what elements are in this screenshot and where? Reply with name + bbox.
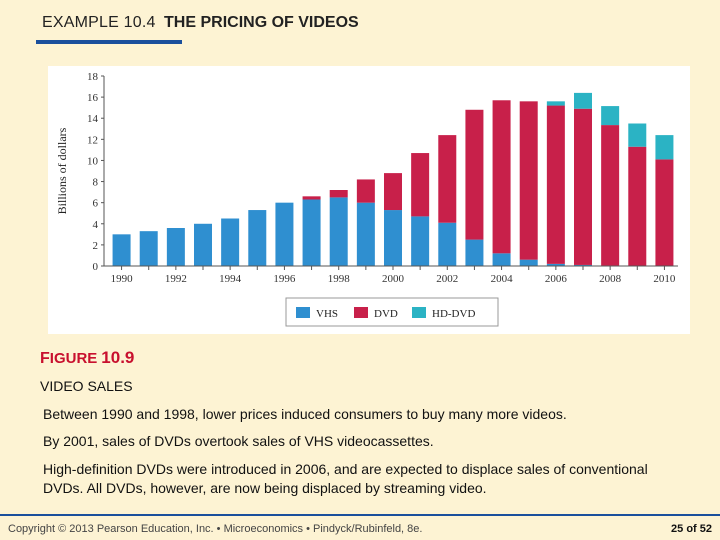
footer-copyright: Copyright © 2013 Pearson Education, Inc.…: [8, 523, 423, 535]
legend-label: HD-DVD: [432, 308, 475, 320]
legend-swatch-vhs: [296, 307, 310, 318]
y-tick-label: 0: [93, 261, 99, 273]
legend-swatch-dvd: [354, 307, 368, 318]
bar-vhs: [465, 239, 484, 266]
x-tick-label: 2006: [545, 273, 568, 285]
y-tick-label: 12: [87, 134, 98, 146]
y-tick-label: 14: [87, 113, 99, 125]
y-tick-label: 16: [87, 92, 99, 104]
bar-vhs: [574, 264, 592, 266]
bar-dvd: [384, 173, 402, 211]
x-tick-label: 1996: [273, 273, 296, 285]
legend-label: DVD: [374, 308, 398, 320]
figure-number: 10.9: [101, 348, 135, 367]
x-tick-label: 1994: [219, 273, 242, 285]
x-tick-label: 2004: [491, 273, 513, 285]
bar-vhs: [302, 199, 321, 266]
x-tick-label: 2000: [382, 273, 405, 285]
bar-dvd: [329, 190, 348, 198]
bar-vhs: [438, 222, 457, 266]
y-tick-label: 10: [87, 155, 99, 167]
x-axis: 1990 1992 1994 1996 1998 2000 2002 2004 2006 2008…: [104, 265, 678, 285]
bar-hd-dvd: [601, 106, 620, 126]
y-axis-label: Billions of dollars: [55, 127, 69, 214]
bar-vhs: [411, 216, 430, 266]
y-axis: 0 2 4 6 8 10 12 14 16 18 Billions of dollars: [55, 71, 105, 273]
bar-vhs: [492, 253, 511, 266]
legend-box: [285, 297, 499, 327]
bar-vhs: [384, 210, 402, 266]
bar-dvd: [356, 179, 375, 203]
figure-title: VIDEO SALES: [40, 378, 133, 394]
bar-hd-dvd: [628, 123, 647, 147]
x-tick-label: 1990: [111, 273, 134, 285]
bar-vhs: [166, 228, 185, 266]
x-tick-label: 2010: [653, 273, 676, 285]
bar-dvd: [628, 146, 647, 266]
bar-dvd: [519, 101, 538, 260]
caption-paragraph: High-definition DVDs were introduced in …: [43, 461, 648, 496]
legend: VHS DVD HD-DVD: [285, 297, 499, 327]
figure-label: FIGURE 10.9: [40, 348, 134, 368]
figure-label-small: IGURE: [49, 350, 98, 367]
y-tick-label: 4: [93, 219, 99, 231]
legend-label: VHS: [316, 308, 338, 320]
example-title: THE PRICING OF VIDEOS: [164, 14, 359, 31]
bar-vhs: [139, 231, 158, 266]
bar-dvd: [492, 100, 511, 254]
bars: [112, 92, 674, 266]
bar-dvd: [465, 109, 484, 240]
bar-vhs: [329, 197, 348, 266]
bar-vhs: [519, 259, 538, 266]
bar-vhs: [194, 223, 212, 266]
footer-rule: [0, 514, 720, 516]
page-number: 25 of 52: [671, 523, 712, 535]
bar-vhs: [275, 202, 294, 266]
x-tick-label: 1992: [165, 273, 187, 285]
bar-vhs: [356, 202, 375, 266]
slide-header: EXAMPLE 10.4 THE PRICING OF VIDEOS: [42, 14, 359, 32]
header-underline: [36, 40, 182, 44]
x-tick-label: 2008: [599, 273, 622, 285]
bar-vhs: [112, 234, 131, 266]
caption-paragraph: Between 1990 and 1998, lower prices indu…: [43, 406, 567, 422]
y-tick-label: 2: [93, 240, 99, 252]
bar-dvd: [438, 135, 457, 223]
bar-vhs: [546, 263, 565, 266]
bar-hd-dvd: [574, 92, 592, 109]
bar-dvd: [302, 196, 321, 200]
bar-hd-dvd: [655, 135, 674, 160]
caption-paragraph: By 2001, sales of DVDs overtook sales of…: [43, 433, 434, 449]
example-label: EXAMPLE 10.4: [42, 14, 156, 31]
bar-dvd: [546, 105, 565, 264]
x-tick-label: 1998: [328, 273, 351, 285]
bar-hd-dvd: [546, 101, 565, 106]
bar-dvd: [411, 153, 430, 217]
x-tick-label: 2002: [436, 273, 458, 285]
y-tick-label: 8: [93, 177, 99, 189]
bar-vhs: [221, 218, 240, 266]
bar-dvd: [601, 125, 620, 266]
bar-dvd: [574, 108, 592, 265]
legend-swatch-hd-dvd: [412, 307, 426, 318]
y-tick-label: 6: [93, 198, 99, 210]
y-tick-label: 18: [87, 71, 99, 83]
chart-panel: 0 2 4 6 8 10 12 14 16 18 Billions of dollars 1990 1…: [48, 66, 690, 334]
figure-label-big: F: [40, 350, 50, 367]
bar-dvd: [655, 159, 674, 266]
bar-vhs: [248, 210, 267, 266]
